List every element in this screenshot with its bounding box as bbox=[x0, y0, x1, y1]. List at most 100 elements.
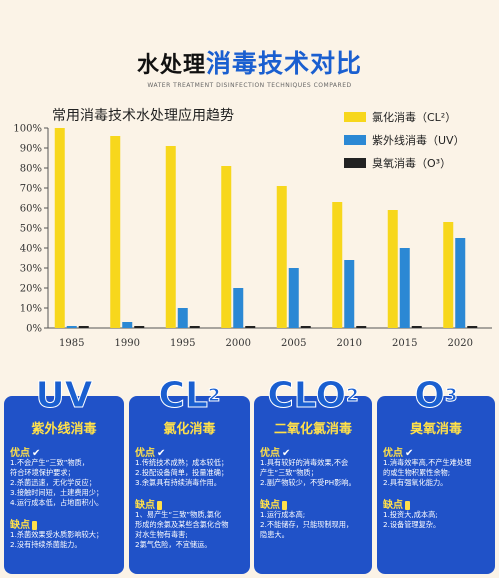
cons-line: 形成的余氯及某些含氯化合物 bbox=[135, 520, 229, 529]
pros-label: 优点 ✔ bbox=[383, 444, 413, 459]
pros-list: 1.不会产生“三致”物质， 符合环境保护要求； 2.杀菌迅速，无化学反应； 3.接触时… bbox=[10, 458, 120, 508]
warning-icon bbox=[32, 520, 37, 530]
symbol-superscript: 2 bbox=[207, 385, 221, 407]
warning-icon bbox=[157, 500, 162, 510]
bar-3 bbox=[78, 326, 89, 328]
pros-label: 优点 ✔ bbox=[10, 444, 40, 459]
cons-list: 1.杀菌效果受水质影响较大； 2.没有持续杀菌能力。 bbox=[10, 530, 120, 550]
cons-list: 1.投资大,成本高; 2.设备管理复杂。 bbox=[383, 510, 491, 530]
bar-1 bbox=[443, 222, 454, 328]
card-title: 氯化消毒 bbox=[163, 422, 216, 437]
legend-swatch bbox=[344, 135, 366, 145]
cons-label: 缺点 bbox=[260, 496, 287, 511]
cons-list: 1、易产生“三致”物质,氯化 形成的余氯及某些含氯化合物 对水生物有毒害; 2氯气危险… bbox=[135, 510, 246, 550]
bar-1 bbox=[276, 186, 287, 328]
pros-line: 2.杀菌迅速，无化学反应； bbox=[10, 478, 96, 487]
trend-bar-chart: 常用消毒技术水处理应用趋势 0% 10% 20% 30% 40% 50% 60% 70% 80% 9… bbox=[13, 107, 492, 349]
x-tick-label: 2005 bbox=[281, 338, 306, 349]
bar-1 bbox=[332, 202, 343, 328]
check-icon: ✔ bbox=[405, 448, 414, 459]
pros-label-text: 优点 bbox=[135, 448, 155, 459]
bar-2 bbox=[177, 308, 188, 328]
cons-line: 2.设备管理复杂。 bbox=[383, 520, 441, 529]
pros-line: 2.具有强氧化能力。 bbox=[383, 478, 448, 487]
bar-3 bbox=[356, 326, 367, 328]
y-tick-label: 70% bbox=[20, 184, 42, 195]
legend-swatch bbox=[344, 112, 366, 122]
bar-3 bbox=[467, 326, 478, 328]
technique-card: 二氧化氯消毒优点 ✔ 1.具有较好的消毒效果,不会 产生“三致”物质； 2.副产物较少，… bbox=[254, 396, 372, 574]
technique-symbol: CL2 bbox=[129, 375, 250, 416]
bar-2 bbox=[399, 248, 410, 328]
y-tick-label: 50% bbox=[20, 224, 42, 235]
pros-line: 3.余氯具有持续消毒作用。 bbox=[135, 478, 221, 487]
bar-2 bbox=[66, 326, 77, 328]
pros-label: 优点 ✔ bbox=[260, 444, 290, 459]
x-tick-label: 1990 bbox=[115, 338, 140, 349]
bar-1 bbox=[165, 146, 176, 328]
warning-icon bbox=[405, 500, 410, 510]
bar-3 bbox=[300, 326, 311, 328]
pros-line: 1.消毒效率高,不产生难处理 bbox=[383, 458, 472, 467]
symbol-text: CL bbox=[158, 375, 208, 416]
x-tick-label: 2000 bbox=[226, 338, 251, 349]
pros-line: 1.具有较好的消毒效果,不会 bbox=[260, 458, 349, 467]
pros-line: 3.接触时间短，土建费用少； bbox=[10, 488, 104, 497]
pros-list: 1.具有较好的消毒效果,不会 产生“三致”物质； 2.副产物较少，不受PH影响。 bbox=[260, 458, 368, 488]
x-tick-label: 1985 bbox=[59, 338, 84, 349]
pros-line: 2.副产物较少，不受PH影响。 bbox=[260, 478, 356, 487]
cons-label-text: 缺点 bbox=[135, 500, 155, 511]
bar-2 bbox=[288, 268, 299, 328]
page-header: 水处理消毒技术对比 WATER TREATMENT DISINFECTION T… bbox=[0, 44, 499, 89]
y-tick-label: 100% bbox=[13, 124, 42, 135]
pros-list: 1.传统技术成熟；成本较低； 2.投配设备简单，投量准确； 3.余氯具有持续消毒作用… bbox=[135, 458, 246, 488]
pros-label: 优点 ✔ bbox=[135, 444, 165, 459]
pros-label-text: 优点 bbox=[383, 448, 403, 459]
bar-1 bbox=[387, 210, 398, 328]
pros-line: 产生“三致”物质； bbox=[260, 468, 318, 477]
cons-line: 2.不能储存，只能现制现用， bbox=[260, 520, 354, 529]
card-title: 臭氧消毒 bbox=[409, 422, 462, 437]
cons-line: 2.没有持续杀菌能力。 bbox=[10, 540, 82, 549]
y-tick-label: 30% bbox=[20, 264, 42, 275]
x-tick-label: 2010 bbox=[337, 338, 362, 349]
check-icon: ✔ bbox=[282, 448, 291, 459]
cons-line: 2氯气危险，不宜储运。 bbox=[135, 540, 212, 549]
legend-label: 紫外线消毒（UV） bbox=[372, 133, 465, 147]
pros-label-text: 优点 bbox=[260, 448, 280, 459]
technique-card: 紫外线消毒 优点 ✔ 1.不会产生“三致”物质， 符合环境保护要求； 2.杀菌迅速，无化学… bbox=[4, 396, 124, 574]
cons-line: 1、易产生“三致”物质,氯化 bbox=[135, 510, 222, 519]
pros-label-text: 优点 bbox=[10, 448, 30, 459]
check-icon: ✔ bbox=[157, 448, 166, 459]
chart-title: 常用消毒技术水处理应用趋势 bbox=[52, 107, 234, 124]
x-tick-label: 2015 bbox=[392, 338, 417, 349]
cons-label: 缺点 bbox=[135, 496, 162, 511]
y-tick-label: 0% bbox=[26, 324, 42, 335]
technique-symbol: CLO2 bbox=[254, 375, 372, 416]
technique-card: 氯化消毒 优点 ✔ 1.传统技术成熟；成本较低； 2.投配设备简单，投量准确； 3.余氯具… bbox=[129, 396, 250, 574]
symbol-text: UV bbox=[35, 375, 93, 416]
technique-symbol: UV bbox=[4, 375, 124, 416]
y-tick-label: 20% bbox=[20, 284, 42, 295]
technique-card: 臭氧消毒 优点 ✔ 1.消毒效率高,不产生难处理 的或生物积累性余物; 2.具有强氧化能力… bbox=[377, 396, 495, 574]
cons-label: 缺点 bbox=[383, 496, 410, 511]
y-tick-label: 60% bbox=[20, 204, 42, 215]
bar-1 bbox=[110, 136, 121, 328]
pros-line: 2.投配设备简单，投量准确； bbox=[135, 468, 229, 477]
cons-label: 缺点 bbox=[10, 516, 37, 531]
bar-3 bbox=[134, 326, 145, 328]
bar-2 bbox=[455, 238, 466, 328]
bar-3 bbox=[189, 326, 200, 328]
pros-list: 1.消毒效率高,不产生难处理 的或生物积累性余物; 2.具有强氧化能力。 bbox=[383, 458, 491, 488]
card-title: 二氧化氯消毒 bbox=[273, 422, 352, 437]
bar-3 bbox=[411, 326, 422, 328]
cons-line: 1.杀菌效果受水质影响较大； bbox=[10, 530, 104, 539]
bar-1 bbox=[221, 166, 232, 328]
symbol-superscript: 3 bbox=[445, 385, 458, 407]
symbol-superscript: 2 bbox=[346, 385, 359, 407]
pros-line: 4.运行成本低，占地面积小。 bbox=[10, 498, 104, 507]
title-accent: 消毒技术对比 bbox=[206, 49, 363, 78]
y-tick-label: 80% bbox=[20, 164, 42, 175]
x-tick-label: 2020 bbox=[448, 338, 473, 349]
pros-line: 符合环境保护要求； bbox=[10, 468, 75, 477]
